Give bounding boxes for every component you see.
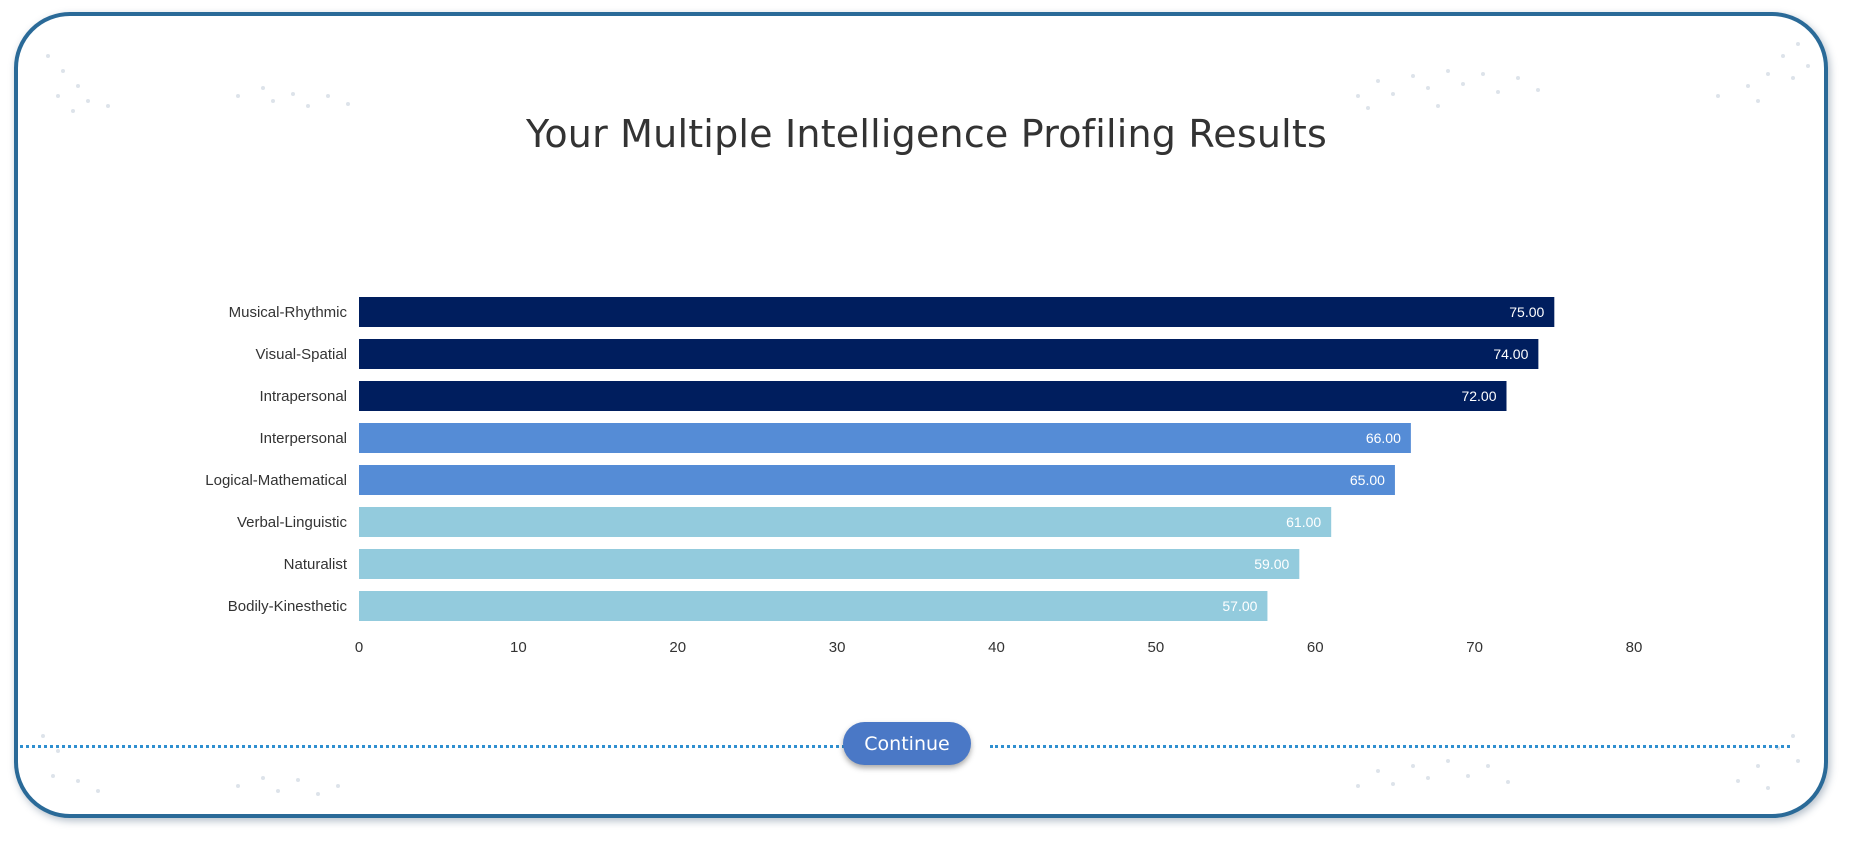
category-label: Naturalist: [284, 556, 348, 573]
page-title: Your Multiple Intelligence Profiling Res…: [525, 112, 1328, 156]
value-label: 65.00: [1350, 472, 1385, 488]
x-tick-label: 20: [669, 639, 686, 656]
x-tick-label: 70: [1466, 639, 1483, 656]
x-tick-label: 10: [510, 639, 527, 656]
bar-bodily-kinesthetic: [359, 591, 1268, 621]
category-label: Visual-Spatial: [256, 346, 347, 363]
value-label: 74.00: [1493, 346, 1528, 362]
value-label: 72.00: [1461, 388, 1496, 404]
results-card: [14, 12, 1828, 818]
x-tick-label: 50: [1148, 639, 1165, 656]
bar-interpersonal: [359, 423, 1411, 453]
category-label: Logical-Mathematical: [205, 472, 347, 489]
bar-musical-rhythmic: [359, 297, 1555, 327]
category-label: Verbal-Linguistic: [237, 514, 348, 531]
x-tick-label: 40: [988, 639, 1005, 656]
divider-left: [20, 745, 845, 748]
category-label: Musical-Rhythmic: [229, 304, 348, 321]
category-label: Intrapersonal: [259, 388, 347, 405]
value-label: 75.00: [1509, 304, 1544, 320]
x-tick-label: 30: [829, 639, 846, 656]
x-tick-label: 60: [1307, 639, 1324, 656]
continue-button[interactable]: Continue: [843, 722, 971, 765]
value-label: 57.00: [1222, 598, 1257, 614]
x-tick-label: 80: [1626, 639, 1643, 656]
category-label: Interpersonal: [259, 430, 347, 447]
bar-naturalist: [359, 549, 1300, 579]
category-label: Bodily-Kinesthetic: [228, 598, 348, 615]
value-label: 61.00: [1286, 514, 1321, 530]
value-label: 66.00: [1366, 430, 1401, 446]
bar-logical-mathematical: [359, 465, 1395, 495]
bar-intrapersonal: [359, 381, 1507, 411]
x-tick-label: 0: [355, 639, 363, 656]
value-label: 59.00: [1254, 556, 1289, 572]
bar-visual-spatial: [359, 339, 1539, 369]
bar-verbal-linguistic: [359, 507, 1332, 537]
divider-right: [990, 745, 1790, 748]
